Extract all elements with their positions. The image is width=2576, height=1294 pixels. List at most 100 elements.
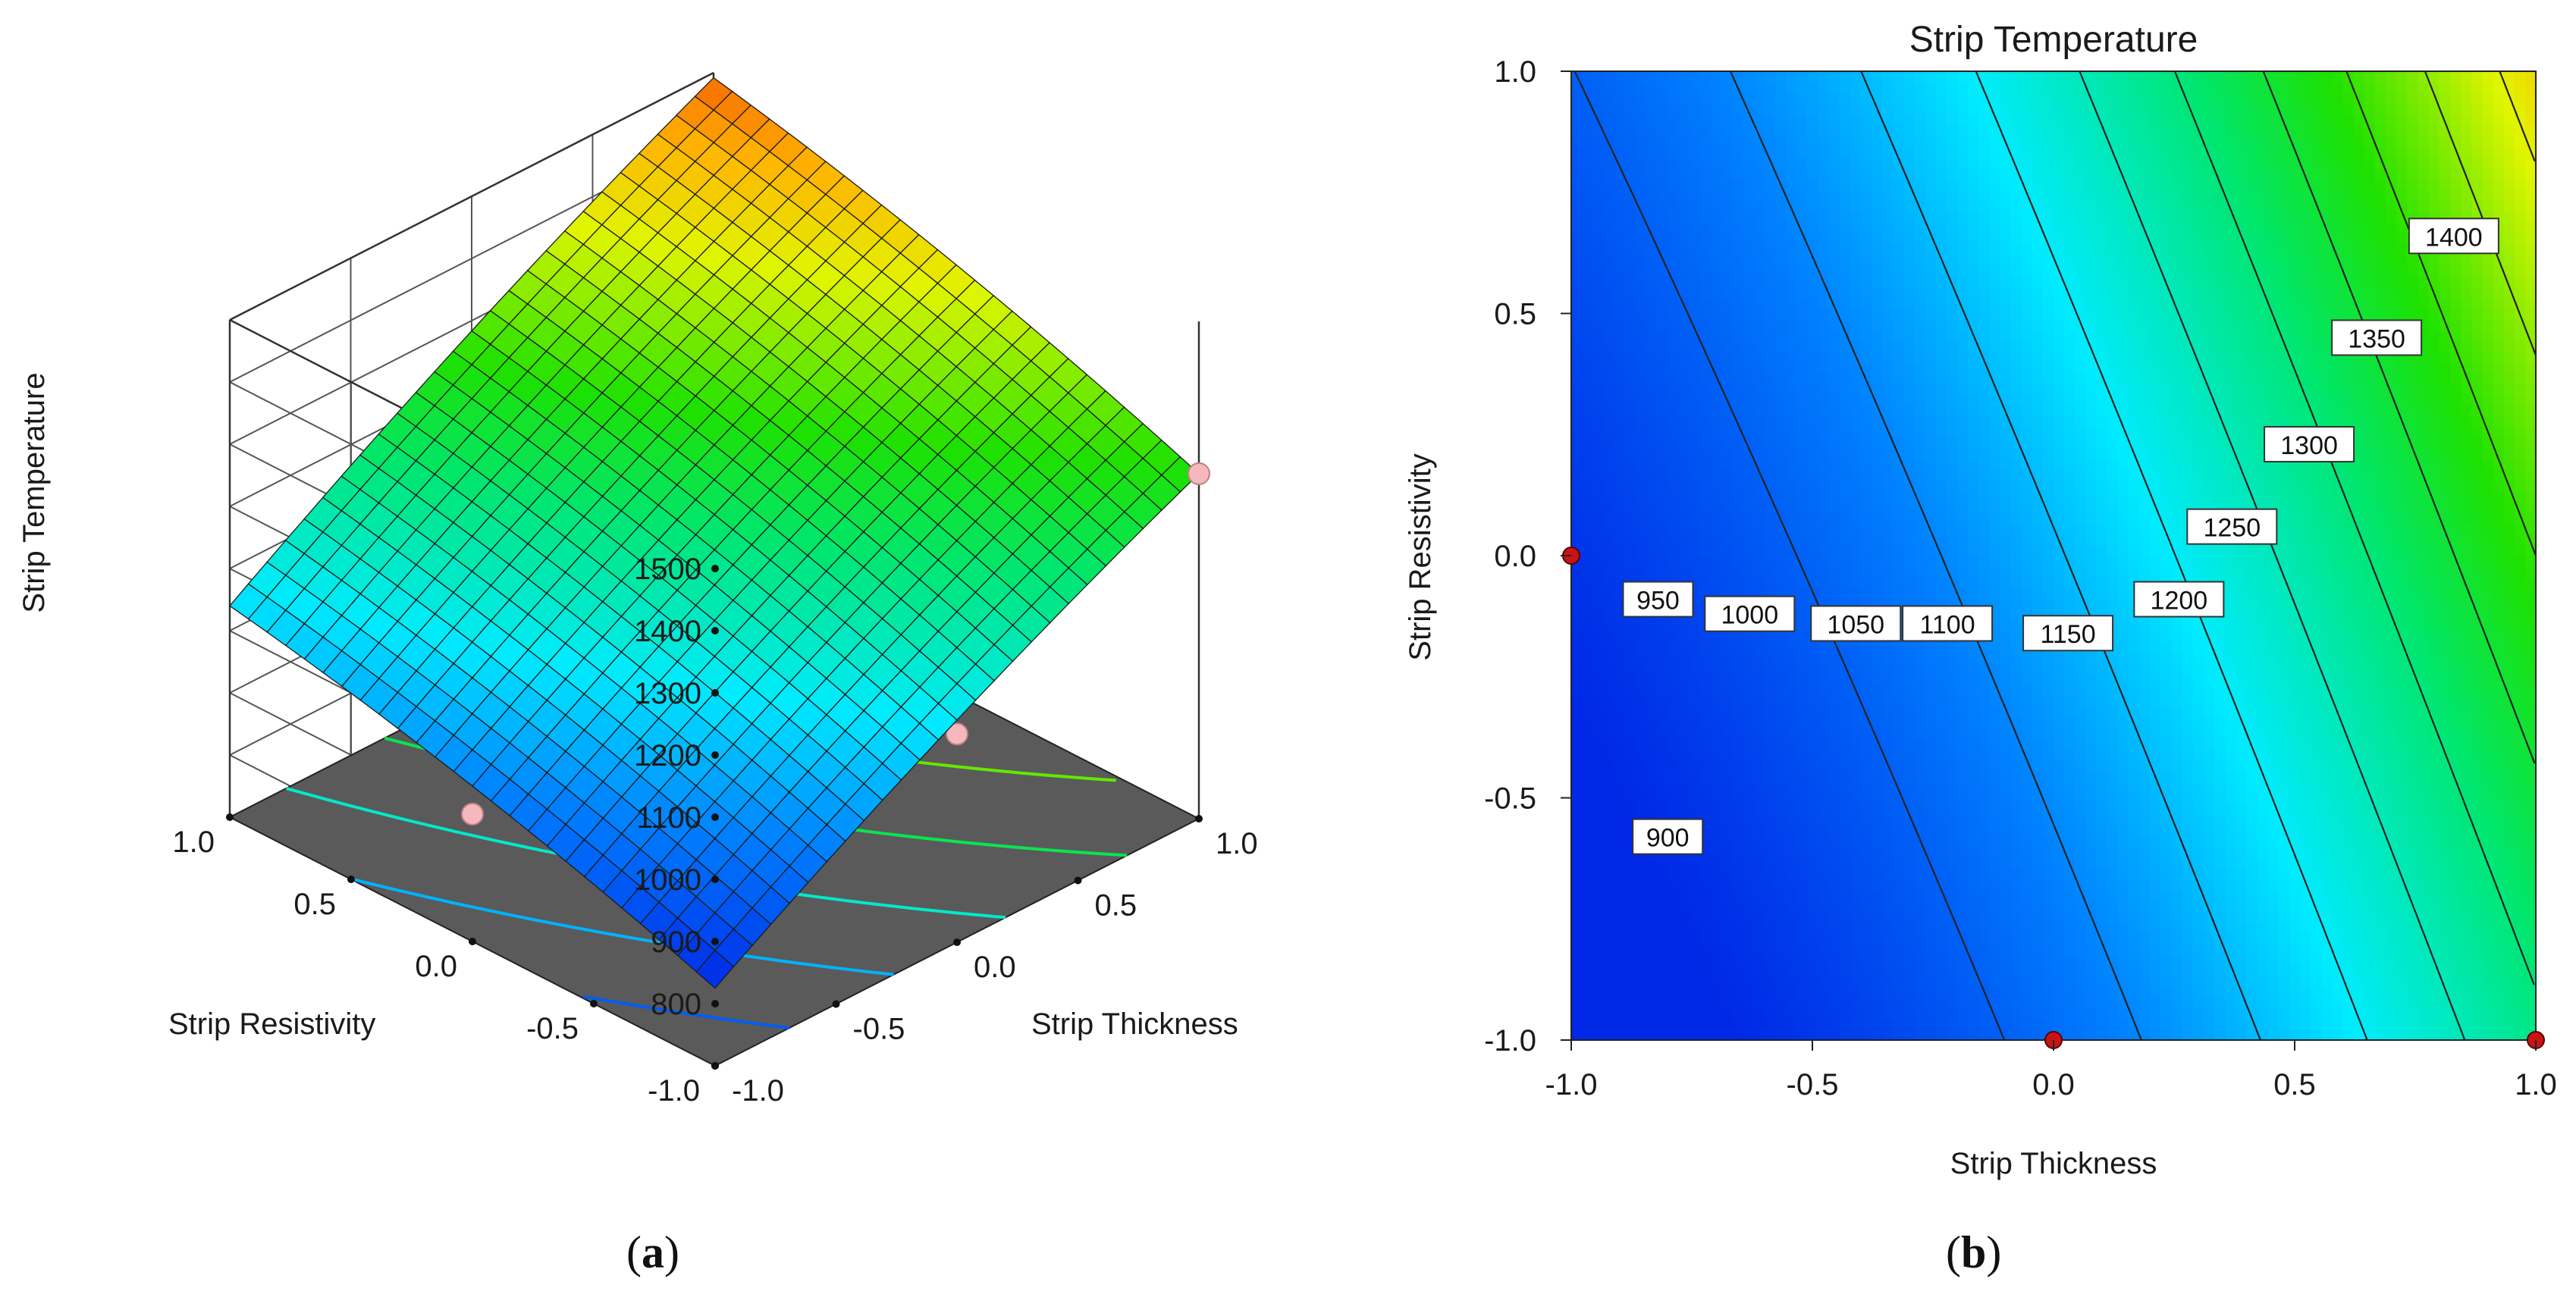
heatmap-cell <box>2000 598 2012 610</box>
heatmap-cell <box>1646 190 1658 202</box>
heatmap-cell <box>1796 92 1808 105</box>
heatmap-cell <box>1871 728 1883 740</box>
heatmap-cell <box>1914 82 1926 94</box>
heatmap-cell <box>1668 297 1680 309</box>
heatmap-cell <box>1828 394 1840 406</box>
heatmap-cell <box>1624 103 1636 115</box>
heatmap-cell <box>1743 652 1755 664</box>
heatmap-cell <box>1624 954 1636 966</box>
heatmap-cell <box>1721 71 1733 83</box>
heatmap-cell <box>1764 179 1776 190</box>
heatmap-cell <box>1635 695 1647 707</box>
heatmap-cell <box>1818 308 1829 320</box>
heatmap-cell <box>1828 265 1840 277</box>
heatmap-cell <box>1657 706 1668 718</box>
heatmap-cell <box>1785 221 1797 233</box>
heatmap-cell <box>1592 803 1605 815</box>
heatmap-cell <box>1743 362 1755 374</box>
heatmap-cell <box>1806 717 1818 728</box>
heatmap-cell <box>1903 889 1916 901</box>
heatmap-cell <box>1818 523 1829 535</box>
heatmap-cell <box>1881 71 1894 83</box>
heatmap-cell <box>1624 340 1636 352</box>
heatmap-cell <box>2032 405 2044 417</box>
heatmap-cell <box>1796 717 1808 728</box>
heatmap-cell <box>1646 620 1658 632</box>
heatmap-cell <box>1774 329 1787 341</box>
heatmap-cell <box>1689 867 1701 879</box>
heatmap-cell <box>1860 782 1872 794</box>
heatmap-cell <box>1914 383 1926 395</box>
heatmap-cell <box>1635 717 1647 728</box>
heatmap-cell <box>1818 641 1829 653</box>
heatmap-cell <box>1592 738 1605 750</box>
heatmap-cell <box>1678 1007 1690 1020</box>
heatmap-cell <box>2000 728 2012 740</box>
heatmap-cell <box>1925 502 1937 513</box>
heatmap-cell <box>1903 749 1916 761</box>
x-tick-label: -1.0 <box>732 1074 784 1108</box>
heatmap-cell <box>1764 932 1776 944</box>
heatmap-cell <box>2032 265 2044 277</box>
heatmap-cell <box>1785 932 1797 944</box>
heatmap-cell <box>1828 426 1840 438</box>
heatmap-cell <box>1753 329 1765 341</box>
heatmap-cell <box>1774 879 1787 890</box>
heatmap-cell <box>1818 372 1829 384</box>
heatmap-cell <box>1592 587 1605 600</box>
heatmap-cell <box>1678 631 1690 643</box>
heatmap-cell <box>1967 782 1979 794</box>
heatmap-cell <box>1881 168 1894 180</box>
heatmap-cell <box>1989 857 2001 869</box>
heatmap-cell <box>1646 900 1658 912</box>
heatmap-cell <box>1871 803 1883 815</box>
heatmap-cell <box>1989 168 2001 180</box>
heatmap-cell <box>1914 954 1926 966</box>
heatmap-cell <box>2010 954 2022 966</box>
heatmap-cell <box>1967 275 1979 287</box>
heatmap-cell <box>2021 308 2033 320</box>
heatmap-cell <box>1678 362 1690 374</box>
heatmap-cell <box>2032 512 2044 525</box>
heatmap-cell <box>1668 1029 1680 1040</box>
heatmap-cell <box>2064 351 2076 363</box>
heatmap-cell <box>2064 469 2076 481</box>
heatmap-cell <box>1689 964 1701 976</box>
heatmap-cell <box>1668 329 1680 341</box>
heatmap-cell <box>1893 556 1904 567</box>
heatmap-cell <box>1818 566 1829 578</box>
heatmap-cell <box>1818 695 1829 707</box>
heatmap-cell <box>1571 738 1583 750</box>
heatmap-cell <box>2010 415 2022 428</box>
heatmap-cell <box>1989 717 2001 728</box>
heatmap-cell <box>1946 943 1958 955</box>
heatmap-cell <box>1774 190 1787 202</box>
heatmap-cell <box>1710 287 1722 298</box>
heatmap-cell <box>2042 103 2054 115</box>
heatmap-cell <box>1678 287 1690 298</box>
heatmap-cell <box>1678 782 1690 794</box>
design-points-hidden <box>461 722 968 826</box>
heatmap-cell <box>1624 685 1636 697</box>
heatmap-cell <box>1582 1029 1594 1040</box>
heatmap-cell <box>1818 954 1829 966</box>
heatmap-cell <box>1571 146 1583 158</box>
heatmap-cell <box>1571 825 1583 836</box>
heatmap-cell <box>1914 426 1926 438</box>
heatmap-cell <box>1806 318 1818 331</box>
heatmap-cell <box>1657 889 1668 901</box>
heatmap-cell <box>1710 523 1722 535</box>
heatmap-cell <box>1668 792 1680 804</box>
heatmap-cell <box>1818 889 1829 901</box>
heatmap-cell <box>1818 437 1829 449</box>
heatmap-cell <box>1668 663 1680 675</box>
heatmap-cell <box>1592 265 1605 277</box>
heatmap-cell <box>2021 1018 2033 1030</box>
heatmap-cell <box>1624 889 1636 901</box>
heatmap-cell <box>1903 82 1916 94</box>
heatmap-cell <box>2042 233 2054 244</box>
heatmap-cell <box>1774 469 1787 481</box>
heatmap-cell <box>1828 502 1840 513</box>
heatmap-cell <box>1925 287 1937 298</box>
heatmap-cell <box>1678 889 1690 901</box>
